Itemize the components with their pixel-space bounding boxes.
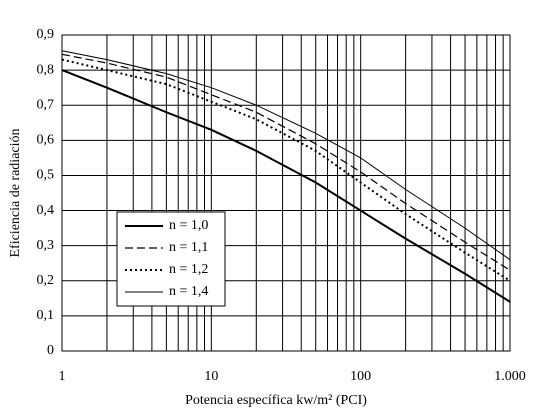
x-tick-label: 1.000 <box>494 369 526 384</box>
series-line <box>61 58 511 282</box>
x-axis-title: Potencia específica kw/m² (PCI) <box>185 393 367 408</box>
series-line <box>61 50 511 261</box>
y-tick-label: 0,9 <box>37 27 55 42</box>
y-tick-label: 0,2 <box>37 273 55 288</box>
y-tick-label: 0,1 <box>37 308 55 323</box>
series-line <box>61 53 511 271</box>
legend-box <box>116 211 226 307</box>
x-tick-label: 100 <box>350 369 371 384</box>
y-tick-label: 0,7 <box>37 97 55 112</box>
y-tick-label: 0,6 <box>37 133 55 148</box>
y-tick-label: 0,8 <box>37 62 55 77</box>
x-tick-label: 1 <box>59 369 66 384</box>
plot-frame <box>61 34 511 352</box>
y-axis-title: Eficiencia de radiación <box>8 128 23 257</box>
legend-label: n = 1,2 <box>169 262 208 277</box>
y-tick-label: 0 <box>47 343 54 358</box>
legend-label: n = 1,1 <box>169 240 208 255</box>
legend-label: n = 1,4 <box>169 284 208 299</box>
x-tick-label: 10 <box>204 369 218 384</box>
y-tick-label: 0,3 <box>37 238 55 253</box>
y-tick-label: 0,5 <box>37 168 55 183</box>
series-line <box>61 69 511 303</box>
y-tick-label: 0,4 <box>37 203 55 218</box>
legend-label: n = 1,0 <box>169 218 208 233</box>
